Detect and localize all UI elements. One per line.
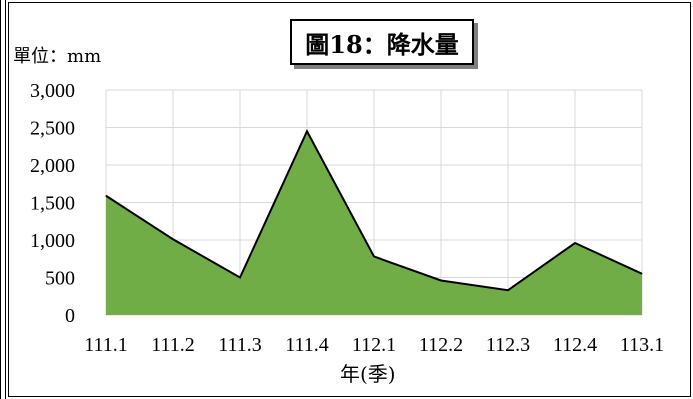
- chart-title: 圖18：降水量: [290, 19, 474, 65]
- x-tick-label: 112.2: [419, 334, 463, 356]
- data-point: [306, 130, 308, 132]
- data-point: [574, 242, 576, 244]
- y-tick-label: 2,000: [30, 155, 75, 177]
- x-tick-label: 113.1: [620, 334, 664, 356]
- y-tick-label: 1,500: [30, 193, 75, 215]
- outer-frame-left: [0, 0, 6, 399]
- x-tick-label: 111.1: [84, 334, 128, 356]
- area-fill: [106, 131, 642, 315]
- x-tick-label: 111.2: [151, 334, 195, 356]
- x-tick-label: 112.1: [352, 334, 396, 356]
- data-point: [641, 273, 643, 275]
- chart-frame: [8, 2, 691, 397]
- data-point: [507, 289, 509, 291]
- y-tick-label: 500: [45, 268, 75, 290]
- x-tick-label: 112.3: [486, 334, 530, 356]
- plot-area: [105, 129, 643, 315]
- data-point: [172, 238, 174, 240]
- y-tick-label: 2,500: [30, 118, 75, 140]
- x-axis-ticks: 111.1 111.2 111.3 111.4 112.1 112.2 112.3 112.4…: [84, 334, 664, 356]
- y-tick-label: 3,000: [30, 80, 75, 102]
- y-axis-ticks: 0 500 1,000 1,500 2,000 2,500 3,000: [30, 80, 75, 327]
- data-point: [440, 280, 442, 281]
- x-tick-label: 111.4: [285, 334, 329, 356]
- x-axis-title: 年(季): [340, 362, 396, 386]
- data-point: [105, 195, 107, 197]
- y-tick-label: 1,000: [30, 230, 75, 252]
- unit-label: 單位：mm: [13, 46, 102, 67]
- x-tick-label: 112.4: [553, 334, 597, 356]
- y-tick-label: 0: [65, 305, 75, 327]
- data-point: [373, 256, 375, 257]
- data-point: [239, 277, 241, 278]
- x-tick-label: 111.3: [218, 334, 262, 356]
